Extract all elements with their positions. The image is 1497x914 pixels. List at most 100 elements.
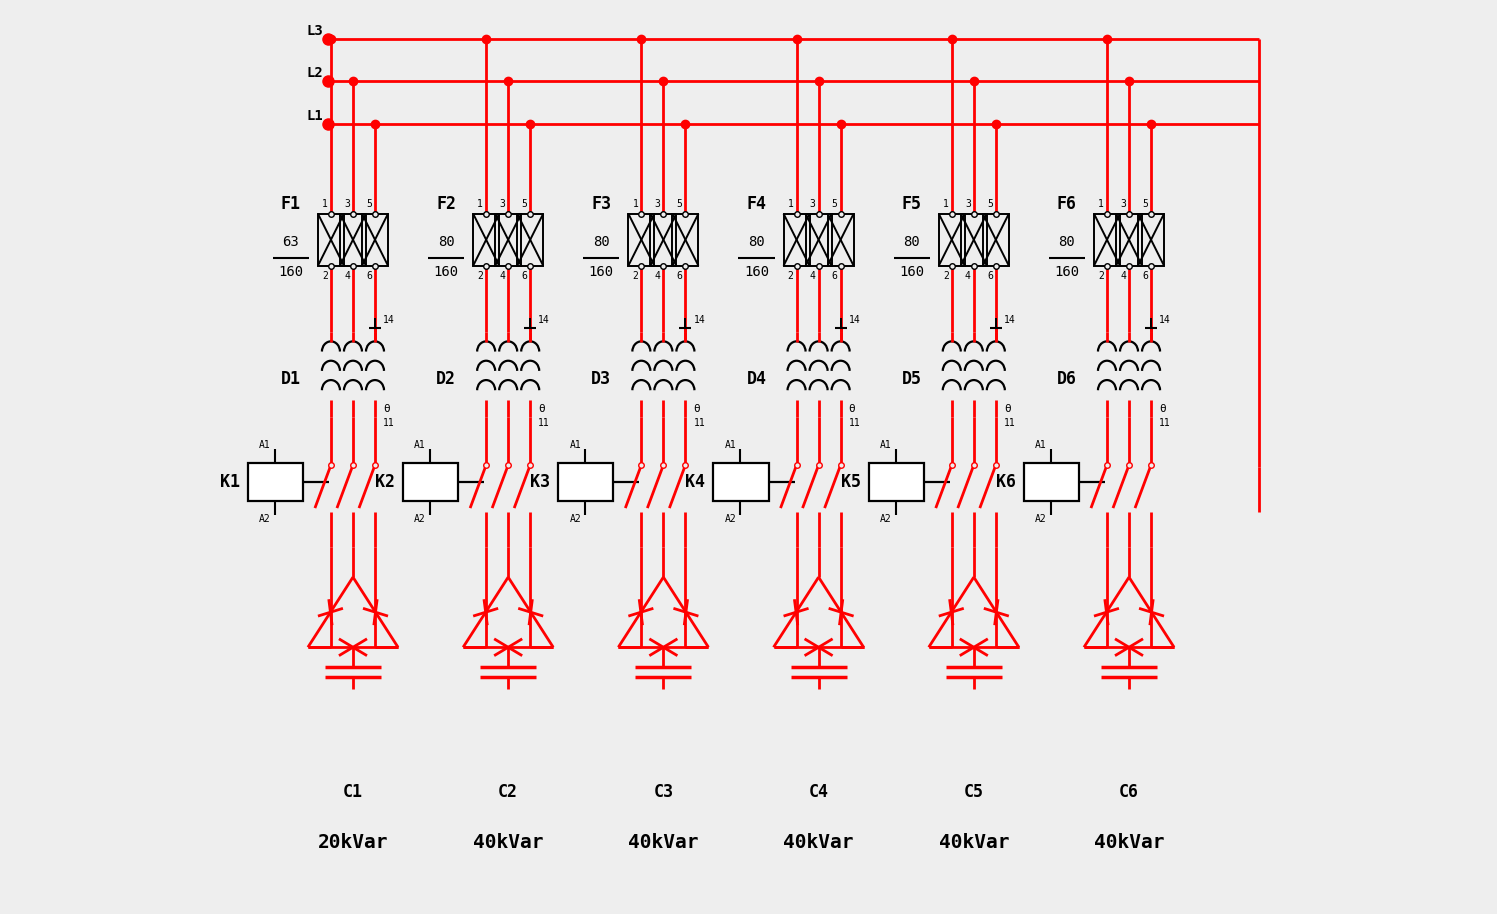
- Text: F3: F3: [591, 195, 611, 213]
- Text: F2: F2: [436, 195, 457, 213]
- Text: 3: 3: [654, 198, 660, 208]
- Text: 11: 11: [383, 418, 395, 428]
- Text: 80: 80: [748, 235, 765, 249]
- Text: θ: θ: [693, 404, 701, 414]
- Text: 2: 2: [787, 271, 793, 281]
- Text: 5: 5: [677, 198, 683, 208]
- Bar: [984, 214, 1009, 266]
- Text: 11: 11: [539, 418, 549, 428]
- Text: 2: 2: [1099, 271, 1103, 281]
- Text: 40kVar: 40kVar: [473, 833, 543, 852]
- Bar: [1094, 214, 1120, 266]
- Text: C5: C5: [964, 783, 984, 802]
- Text: K4: K4: [686, 473, 705, 491]
- Bar: [403, 463, 458, 501]
- Text: K2: K2: [376, 473, 395, 491]
- Bar: [340, 214, 365, 266]
- Text: F4: F4: [747, 195, 766, 213]
- Text: A2: A2: [1034, 514, 1046, 524]
- Text: 14: 14: [539, 314, 549, 324]
- Text: 160: 160: [900, 265, 924, 279]
- Text: L1: L1: [307, 109, 323, 122]
- Text: 14: 14: [383, 314, 395, 324]
- Text: D4: D4: [747, 370, 766, 388]
- Bar: [805, 214, 832, 266]
- Bar: [868, 463, 924, 501]
- Text: D5: D5: [901, 370, 922, 388]
- Text: A1: A1: [569, 440, 581, 450]
- Text: F1: F1: [281, 195, 301, 213]
- Text: 6: 6: [367, 271, 371, 281]
- Text: D3: D3: [591, 370, 611, 388]
- Text: 5: 5: [521, 198, 527, 208]
- Text: K5: K5: [841, 473, 861, 491]
- Text: 5: 5: [987, 198, 993, 208]
- Text: 5: 5: [832, 198, 838, 208]
- Text: D1: D1: [281, 370, 301, 388]
- Text: 40kVar: 40kVar: [783, 833, 853, 852]
- Bar: [1115, 214, 1142, 266]
- Text: 6: 6: [832, 271, 838, 281]
- Text: 2: 2: [322, 271, 328, 281]
- Text: 14: 14: [849, 314, 861, 324]
- Text: 160: 160: [278, 265, 304, 279]
- Bar: [1138, 214, 1165, 266]
- Text: 5: 5: [1142, 198, 1148, 208]
- Text: 6: 6: [1142, 271, 1148, 281]
- Text: 1: 1: [1099, 198, 1103, 208]
- Text: K3: K3: [530, 473, 551, 491]
- Text: 80: 80: [593, 235, 609, 249]
- Text: 11: 11: [1159, 418, 1171, 428]
- Text: 6: 6: [987, 271, 993, 281]
- Text: L2: L2: [307, 67, 323, 80]
- Text: C3: C3: [653, 783, 674, 802]
- Text: 2: 2: [943, 271, 949, 281]
- Bar: [714, 463, 768, 501]
- Text: A2: A2: [259, 514, 271, 524]
- Text: A2: A2: [415, 514, 427, 524]
- Text: θ: θ: [539, 404, 545, 414]
- Text: 3: 3: [344, 198, 350, 208]
- Text: 4: 4: [1120, 271, 1126, 281]
- Text: A1: A1: [1034, 440, 1046, 450]
- Text: 1: 1: [943, 198, 949, 208]
- Text: 1: 1: [322, 198, 328, 208]
- Text: 14: 14: [1004, 314, 1015, 324]
- Text: θ: θ: [1004, 404, 1010, 414]
- Text: 40kVar: 40kVar: [1094, 833, 1165, 852]
- Bar: [516, 214, 543, 266]
- Text: 80: 80: [903, 235, 921, 249]
- Text: 11: 11: [1004, 418, 1015, 428]
- Text: L3: L3: [307, 25, 323, 38]
- Bar: [828, 214, 853, 266]
- Text: K6: K6: [996, 473, 1016, 491]
- Text: 11: 11: [693, 418, 705, 428]
- Text: θ: θ: [849, 404, 855, 414]
- Text: A1: A1: [725, 440, 737, 450]
- Bar: [473, 214, 499, 266]
- Text: 160: 160: [434, 265, 458, 279]
- Text: 14: 14: [693, 314, 705, 324]
- Bar: [249, 463, 302, 501]
- Bar: [650, 214, 677, 266]
- Text: 1: 1: [478, 198, 484, 208]
- Text: 160: 160: [744, 265, 769, 279]
- Text: 160: 160: [1054, 265, 1079, 279]
- Text: 5: 5: [367, 198, 371, 208]
- Text: 20kVar: 20kVar: [317, 833, 388, 852]
- Bar: [558, 463, 614, 501]
- Bar: [496, 214, 521, 266]
- Bar: [672, 214, 699, 266]
- Text: 80: 80: [1058, 235, 1075, 249]
- Text: A2: A2: [725, 514, 737, 524]
- Bar: [783, 214, 810, 266]
- Text: 80: 80: [437, 235, 455, 249]
- Text: 6: 6: [521, 271, 527, 281]
- Text: F6: F6: [1057, 195, 1076, 213]
- Text: A1: A1: [259, 440, 271, 450]
- Text: 4: 4: [810, 271, 816, 281]
- Bar: [362, 214, 388, 266]
- Text: 3: 3: [966, 198, 970, 208]
- Text: A1: A1: [880, 440, 892, 450]
- Text: 3: 3: [1120, 198, 1126, 208]
